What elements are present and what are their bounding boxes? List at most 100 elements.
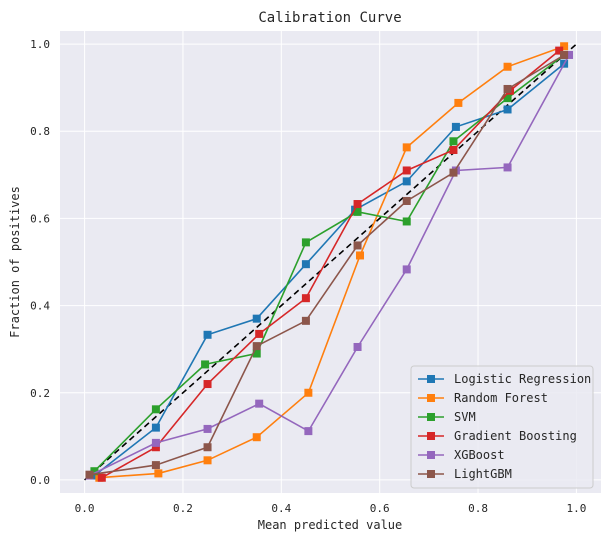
- data-point-marker: [353, 342, 362, 351]
- legend-marker: [427, 470, 435, 478]
- data-point-marker: [503, 163, 512, 172]
- data-point-marker: [151, 443, 160, 452]
- x-tick-label: 0.2: [173, 502, 193, 515]
- series-5: [85, 50, 569, 479]
- x-axis-label: Mean predicted value: [258, 518, 403, 532]
- data-point-marker: [90, 467, 99, 476]
- data-point-marker: [503, 62, 512, 71]
- legend-marker: [427, 394, 435, 402]
- series-line: [89, 54, 570, 477]
- data-point-marker: [449, 145, 458, 154]
- data-point-marker: [255, 329, 264, 338]
- x-tick-label: 0.0: [75, 502, 95, 515]
- legend-label: SVM: [454, 410, 476, 424]
- data-point-marker: [402, 177, 411, 186]
- data-point-marker: [151, 438, 160, 447]
- grid-lines: [60, 31, 601, 493]
- legend-marker: [427, 451, 435, 459]
- data-point-marker: [555, 46, 564, 55]
- x-tick-label: 0.4: [271, 502, 291, 515]
- data-point-marker: [301, 260, 310, 269]
- data-point-marker: [203, 443, 212, 452]
- y-tick-label: 0.0: [30, 474, 50, 487]
- legend-label: Gradient Boosting: [454, 429, 577, 443]
- data-point-marker: [402, 265, 411, 274]
- legend-marker: [427, 432, 435, 440]
- legend-marker: [427, 375, 435, 383]
- y-axis-label: Fraction of positives: [8, 186, 22, 338]
- data-point-marker: [304, 388, 313, 397]
- data-point-marker: [97, 473, 106, 482]
- series-layer: [85, 42, 574, 482]
- data-point-marker: [356, 251, 365, 260]
- data-point-marker: [151, 405, 160, 414]
- chart-title: Calibration Curve: [258, 10, 401, 26]
- data-point-marker: [201, 360, 210, 369]
- legend-item: Random Forest: [418, 391, 548, 405]
- series-1: [95, 42, 569, 482]
- y-tick-label: 0.4: [30, 300, 50, 313]
- data-point-marker: [301, 316, 310, 325]
- data-point-marker: [402, 217, 411, 226]
- y-tick-labels: 0.0 0.2 0.4 0.6 0.8 1.0: [30, 38, 50, 487]
- legend-item: Gradient Boosting: [418, 429, 577, 443]
- legend-label: Random Forest: [454, 391, 548, 405]
- legend-label: LightGBM: [454, 467, 512, 481]
- data-point-marker: [560, 50, 569, 59]
- data-point-marker: [252, 342, 261, 351]
- data-point-marker: [565, 50, 574, 59]
- series-line: [93, 54, 565, 472]
- data-point-marker: [449, 137, 458, 146]
- data-point-marker: [402, 143, 411, 152]
- legend-box: [410, 365, 594, 489]
- legend-item: LightGBM: [418, 467, 512, 481]
- x-tick-label: 0.8: [468, 502, 488, 515]
- legend-item: XGBoost: [418, 448, 505, 462]
- data-point-marker: [85, 470, 94, 479]
- data-point-marker: [301, 294, 310, 303]
- data-point-marker: [560, 42, 569, 51]
- data-point-marker: [252, 433, 261, 442]
- x-tick-labels: 0.0 0.2 0.4 0.6 0.8 1.0: [75, 502, 587, 515]
- x-tick-label: 1.0: [566, 502, 586, 515]
- data-point-marker: [353, 207, 362, 216]
- legend-marker: [427, 413, 435, 421]
- legend-label: XGBoost: [454, 448, 505, 462]
- legend: Logistic Regression Random Forest SVM Gradi…: [410, 365, 594, 489]
- data-point-marker: [203, 424, 212, 433]
- data-point-marker: [353, 200, 362, 209]
- series-line: [89, 54, 565, 476]
- data-point-marker: [454, 98, 463, 107]
- data-point-marker: [151, 461, 160, 470]
- data-point-marker: [203, 330, 212, 339]
- data-point-marker: [402, 196, 411, 205]
- x-tick-label: 0.6: [370, 502, 390, 515]
- data-point-marker: [503, 105, 512, 114]
- data-point-marker: [451, 122, 460, 131]
- series-line: [101, 49, 560, 479]
- series-line: [99, 45, 565, 479]
- series-2: [90, 50, 569, 476]
- data-point-marker: [301, 238, 310, 247]
- data-point-marker: [203, 380, 212, 389]
- data-point-marker: [449, 168, 458, 177]
- data-point-marker: [151, 423, 160, 432]
- legend-item: SVM: [418, 410, 476, 424]
- data-point-marker: [252, 314, 261, 323]
- legend-item: Logistic Regression: [418, 372, 591, 386]
- data-point-marker: [304, 427, 313, 436]
- data-point-marker: [503, 94, 512, 103]
- y-tick-label: 0.2: [30, 387, 50, 400]
- data-point-marker: [154, 469, 163, 478]
- data-point-marker: [353, 241, 362, 250]
- data-point-marker: [252, 349, 261, 358]
- series-3: [97, 46, 564, 482]
- data-point-marker: [90, 471, 99, 480]
- legend-label: Logistic Regression: [454, 372, 591, 386]
- data-point-marker: [402, 166, 411, 175]
- data-point-marker: [503, 84, 512, 93]
- data-point-marker: [203, 456, 212, 465]
- y-tick-label: 1.0: [30, 38, 50, 51]
